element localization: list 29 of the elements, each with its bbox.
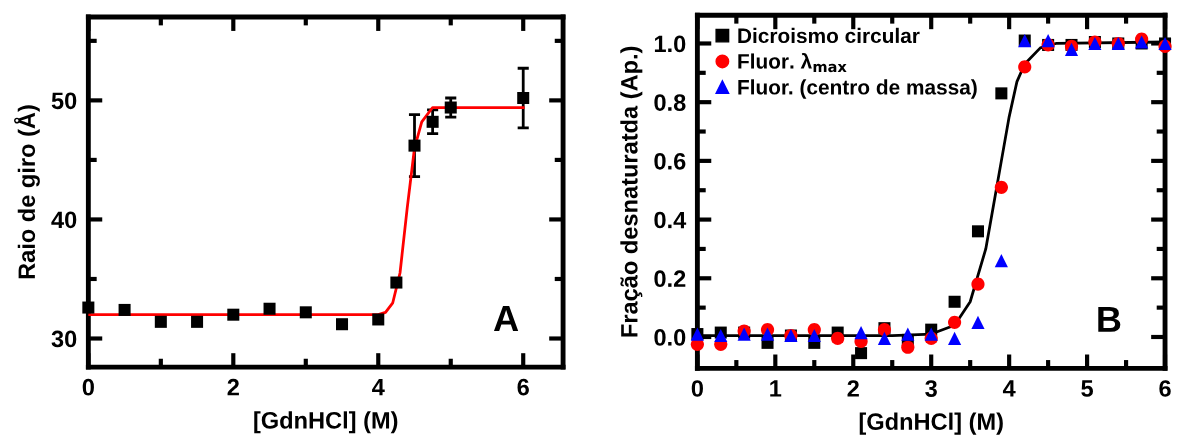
y-axis-title: Fração desnaturatda (Ap.) (620, 46, 643, 337)
x-tick-label: 0 (691, 380, 703, 397)
y-tick-label: 0.4 (654, 211, 687, 229)
x-tick-label: 1 (770, 380, 782, 397)
annotation: B (1098, 306, 1121, 332)
y-tick-label: 40 (51, 211, 77, 229)
x-tick-label: 2 (847, 380, 859, 397)
x-tick-label: 2 (227, 378, 239, 396)
y-tick-label: 0.0 (654, 329, 686, 346)
x-tick-label: 0 (82, 378, 94, 396)
y-tick-label: 0.2 (654, 270, 686, 288)
x-axis-title: [GdnHCl] (M) (254, 411, 398, 434)
x-tick-label: 3 (925, 380, 937, 397)
x-axis-title: [GdnHCl] (M) (859, 412, 1003, 435)
x-tick-label: 6 (1159, 380, 1171, 397)
y-tick-label: 0.6 (654, 152, 686, 170)
legend-label: Fluor. λ$_{max}$ (738, 52, 847, 73)
x-tick-label: 6 (517, 378, 529, 396)
legend-label: Dicroismo circular (738, 27, 920, 44)
y-tick-label: 0.8 (654, 94, 686, 111)
annotation: A (493, 306, 519, 331)
legend-label: Fluor. (centro de massa) (738, 79, 977, 99)
y-axis-title: Raio de giro (Å) (14, 105, 40, 279)
y-tick-label: 30 (51, 330, 77, 348)
y-tick-label: 50 (51, 92, 77, 110)
x-tick-label: 4 (1002, 380, 1016, 397)
x-tick-label: 5 (1081, 380, 1094, 397)
x-tick-label: 4 (372, 379, 385, 396)
y-tick-label: 1.0 (654, 35, 686, 53)
